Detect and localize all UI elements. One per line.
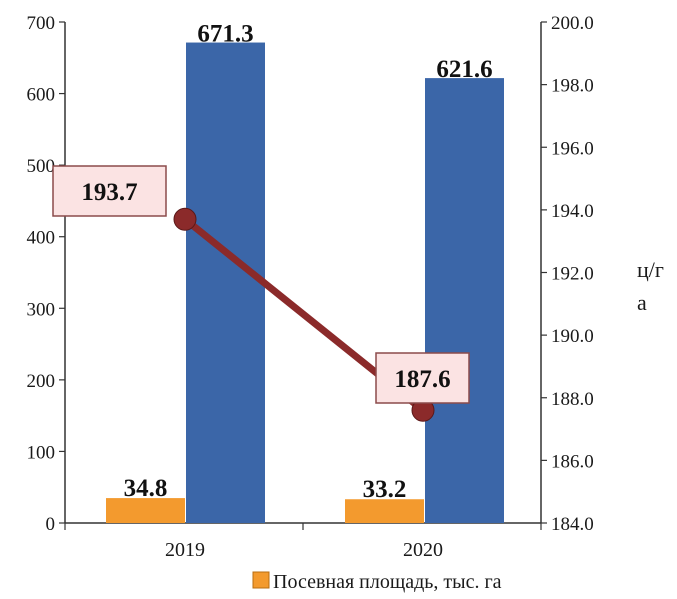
line-point [173,207,197,231]
right-tick-label: 196.0 [551,138,594,159]
bar-large-label: 621.6 [436,56,492,83]
left-tick-label: 700 [27,13,56,34]
bar-small [345,499,424,523]
bar-large [425,78,504,523]
bar-small-label: 33.2 [363,476,407,503]
bar-small [106,498,185,523]
right-axis-unit: ц/г а [637,257,664,315]
x-category-label: 2020 [403,539,443,561]
right-tick-label: 184.0 [551,514,594,535]
left-tick-label: 500 [27,156,56,177]
legend-label: Посевная площадь, тыс. га [273,571,502,593]
left-tick-label: 200 [27,371,56,392]
left-tick-label: 0 [46,514,56,535]
x-axis: 2019 2020 [64,522,542,561]
bar-large [186,42,265,523]
data-labels: 34.8 33.2 671.3 621.6 193.7 187.6 [52,21,493,503]
bar-large-label: 671.3 [197,21,253,48]
right-tick-label: 198.0 [551,76,594,97]
line-label-box [52,165,167,217]
right-tick-label: 186.0 [551,451,594,472]
left-tick-label: 600 [27,85,56,106]
right-tick-label: 194.0 [551,201,594,222]
right-tick-label: 192.0 [551,264,594,285]
right-tick-label: 188.0 [551,389,594,410]
right-axis-unit-line: ц/г [637,257,664,282]
left-tick-label: 400 [27,228,56,249]
right-tick-label: 190.0 [551,326,594,347]
legend-swatch [252,571,270,589]
right-axis-unit-line: а [637,290,647,315]
line-label: 193.7 [81,179,137,206]
line-label: 187.6 [394,366,450,393]
left-tick-label: 100 [27,442,56,463]
bar-small-label: 34.8 [124,475,168,502]
line-label-box [375,352,470,404]
x-category-label: 2019 [165,539,205,561]
right-tick-label: 200.0 [551,13,594,34]
bar-series [106,42,504,523]
left-y-axis: 0 100 200 300 400 500 600 700 [27,13,66,535]
right-y-axis: 184.0 186.0 188.0 190.0 192.0 194.0 196.0 198.0… [540,13,594,535]
legend: Посевная площадь, тыс. га [252,571,502,593]
left-tick-label: 300 [27,299,56,320]
